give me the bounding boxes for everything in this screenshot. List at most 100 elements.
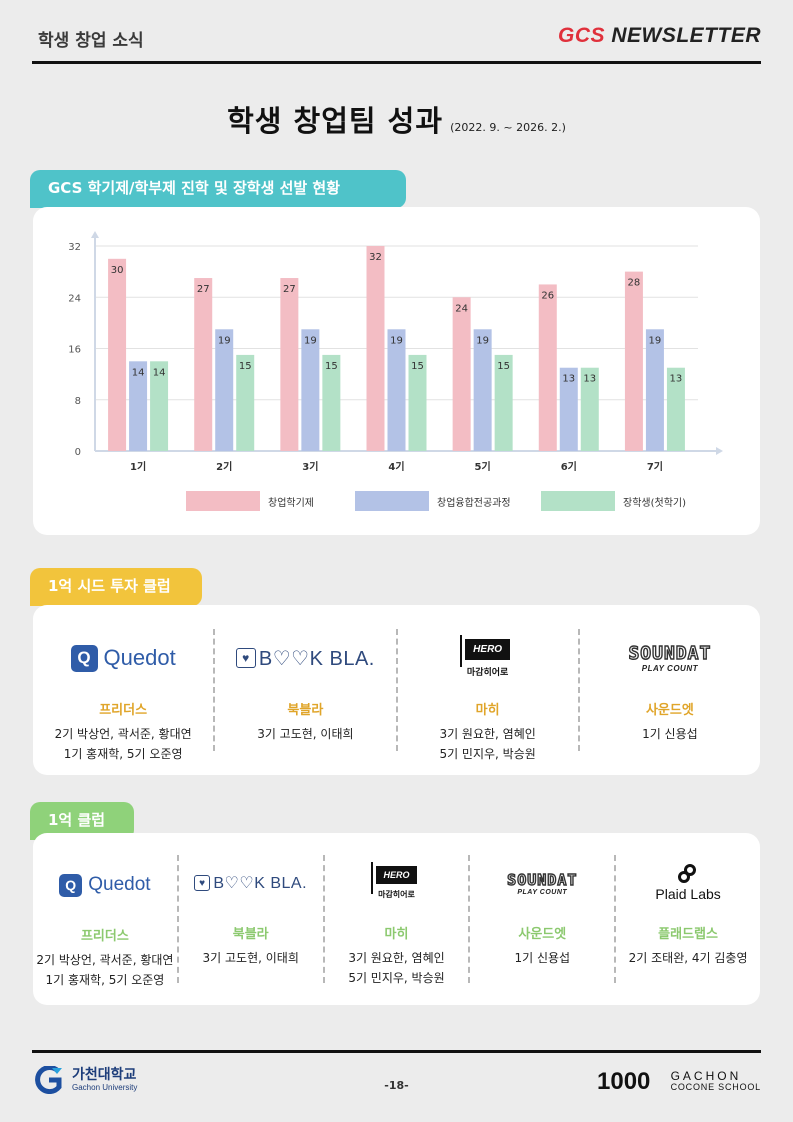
page-title: 학생 창업팀 성과 bbox=[227, 104, 444, 138]
hero-logo: HERO 마감히어로 bbox=[398, 629, 578, 687]
seed-club-card: Q Quedot 프리더스 2기 박상언, 곽서준, 황대연 1기 홍재학, 5기… bbox=[33, 605, 760, 775]
y-tick-label: 0 bbox=[75, 447, 81, 458]
heart-icon: ♥ bbox=[235, 648, 256, 668]
gachon-emblem-icon bbox=[35, 1066, 62, 1094]
bar bbox=[408, 354, 427, 451]
bar bbox=[194, 278, 213, 451]
members-line: 5기 민지우, 박승원 bbox=[439, 747, 536, 761]
newsletter-title: GCS NEWSLETTER bbox=[558, 24, 761, 48]
company-name: 마히 bbox=[475, 703, 500, 718]
x-axis-arrow bbox=[716, 447, 723, 455]
members-line: 1기 신용섭 bbox=[514, 951, 571, 965]
page-heading: 학생 창업팀 성과 (2022. 9. ~ 2026. 2.) bbox=[0, 98, 793, 140]
y-tick-label: 24 bbox=[68, 293, 81, 304]
club-item-bookbla: ♥ B♡♡K BLA. 북블라 3기 고도현, 이태희 bbox=[176, 855, 323, 983]
seed-item-quedot: Q Quedot 프리더스 2기 박상언, 곽서준, 황대연 1기 홍재학, 5기… bbox=[33, 629, 213, 761]
club-card: Q Quedot 프리더스 2기 박상언, 곽서준, 황대연 1기 홍재학, 5기… bbox=[33, 833, 760, 1005]
bar-value-label: 14 bbox=[132, 367, 145, 378]
bookbla-logo: ♥ B♡♡K BLA. bbox=[215, 629, 395, 687]
quedot-wordmark: Quedot bbox=[88, 874, 151, 895]
bar bbox=[387, 329, 406, 451]
cocone-mark-icon: 1000 bbox=[597, 1070, 650, 1092]
seed-club-tag: 1억 시드 투자 클럽 bbox=[30, 568, 202, 606]
bar bbox=[322, 354, 341, 451]
x-tick-label: 4기 bbox=[388, 460, 404, 473]
legend-item: 장학생(첫학기) bbox=[541, 491, 686, 511]
bar-value-label: 30 bbox=[111, 265, 124, 276]
hero-flag-icon: HERO bbox=[460, 634, 511, 667]
bar bbox=[645, 329, 664, 451]
bar bbox=[236, 354, 255, 451]
bar-chart: 0 8 16 24 32 30 14 14 1기 27 19 15 2기 27 19 15 3기 32 19 15 4기… bbox=[68, 231, 723, 473]
university-name-ko: 가천대학교 bbox=[72, 1067, 137, 1083]
legend-label: 창업융합전공과정 bbox=[437, 497, 511, 509]
bookbla-wordmark: B♡♡K BLA. bbox=[258, 647, 375, 670]
hero-logo-sub: 마감히어로 bbox=[466, 667, 509, 678]
bar-value-label: 27 bbox=[283, 284, 296, 295]
bar bbox=[108, 258, 127, 451]
soundat-wordmark: SOUNDAT bbox=[506, 870, 578, 889]
quedot-logo: Q Quedot bbox=[33, 629, 213, 687]
bar-value-label: 32 bbox=[369, 252, 382, 263]
bar-value-label: 19 bbox=[218, 335, 231, 346]
newsletter-rest: NEWSLETTER bbox=[605, 24, 761, 47]
cocone-mark-text: 1000 bbox=[597, 1070, 650, 1092]
bar bbox=[452, 297, 471, 451]
cocone-line1: GACHON bbox=[670, 1069, 742, 1083]
quedot-mark-icon: Q bbox=[59, 873, 83, 897]
legend-swatch bbox=[541, 491, 615, 511]
company-name: 프리더스 bbox=[99, 703, 148, 718]
bar bbox=[280, 278, 299, 451]
members-line: 1기 홍재학, 5기 오준영 bbox=[63, 747, 183, 761]
seed-item-mahi: HERO 마감히어로 마히 3기 원요한, 염혜인 5기 민지우, 박승원 bbox=[395, 629, 578, 761]
company-name: 플래드랩스 bbox=[658, 927, 718, 942]
bar-value-label: 15 bbox=[411, 361, 424, 372]
newsletter-accent: GCS bbox=[557, 24, 605, 47]
company-name: 사운드엣 bbox=[645, 703, 694, 718]
header-divider bbox=[32, 61, 761, 64]
cocone-logo: 1000 GACHON COCONE SCHOOL bbox=[597, 1070, 761, 1092]
bar-value-label: 15 bbox=[497, 361, 510, 372]
bookbla-logo: ♥ B♡♡K BLA. bbox=[179, 855, 323, 911]
company-name: 북블라 bbox=[287, 703, 324, 718]
bar-value-label: 19 bbox=[304, 335, 317, 346]
members-line: 2기 박상언, 곽서준, 황대연 bbox=[54, 727, 192, 741]
bar-value-label: 13 bbox=[562, 374, 575, 385]
company-name: 마히 bbox=[384, 927, 409, 942]
bar bbox=[473, 329, 492, 451]
soundat-wordmark: SOUNDAT bbox=[628, 642, 712, 664]
heart-icon: ♥ bbox=[194, 875, 211, 891]
members-line: 3기 고도현, 이태희 bbox=[257, 727, 354, 741]
members-line: 2기 박상언, 곽서준, 황대연 bbox=[36, 953, 174, 967]
quedot-mark-icon: Q bbox=[70, 644, 98, 672]
seed-item-soundat: SOUNDAT PLAY COUNT 사운드엣 1기 신용섭 bbox=[577, 629, 760, 751]
x-tick-label: 5기 bbox=[475, 460, 491, 473]
y-tick-label: 16 bbox=[68, 345, 81, 356]
company-name: 북블라 bbox=[232, 927, 269, 942]
quedot-wordmark: Quedot bbox=[103, 645, 176, 670]
chart-card: 0 8 16 24 32 30 14 14 1기 27 19 15 2기 27 19 15 3기 32 19 15 4기… bbox=[33, 207, 760, 535]
company-name: 사운드엣 bbox=[518, 927, 567, 942]
hero-flag-icon: HERO bbox=[371, 862, 417, 894]
bar-value-label: 28 bbox=[628, 278, 641, 289]
bar bbox=[150, 361, 169, 451]
members: 2기 박상언, 곽서준, 황대연 1기 홍재학, 5기 오준영 bbox=[33, 724, 213, 764]
bar-value-label: 19 bbox=[476, 335, 489, 346]
bar-value-label: 27 bbox=[197, 284, 210, 295]
university-logo: 가천대학교 Gachon University bbox=[32, 1066, 137, 1094]
club-item-soundat: SOUNDAT PLAY COUNT 사운드엣 1기 신용섭 bbox=[468, 855, 614, 983]
seed-item-bookbla: ♥ B♡♡K BLA. 북블라 3기 고도현, 이태희 bbox=[213, 629, 395, 751]
club-item-plaidlabs: Plaid Labs 플래드랩스 2기 조태완, 4기 김충영 bbox=[614, 855, 760, 983]
bar bbox=[366, 246, 385, 451]
plaidlabs-logo: Plaid Labs bbox=[616, 855, 760, 911]
bar bbox=[494, 354, 513, 451]
hero-logo-sub: 마감히어로 bbox=[378, 890, 415, 899]
legend-label: 창업학기제 bbox=[268, 497, 314, 509]
bar-value-label: 26 bbox=[541, 290, 554, 301]
bar-value-label: 24 bbox=[455, 303, 468, 314]
bar bbox=[580, 367, 599, 451]
x-tick-label: 6기 bbox=[561, 460, 577, 473]
bar-value-label: 13 bbox=[670, 374, 683, 385]
bar bbox=[624, 271, 643, 451]
footer-divider bbox=[32, 1050, 761, 1053]
